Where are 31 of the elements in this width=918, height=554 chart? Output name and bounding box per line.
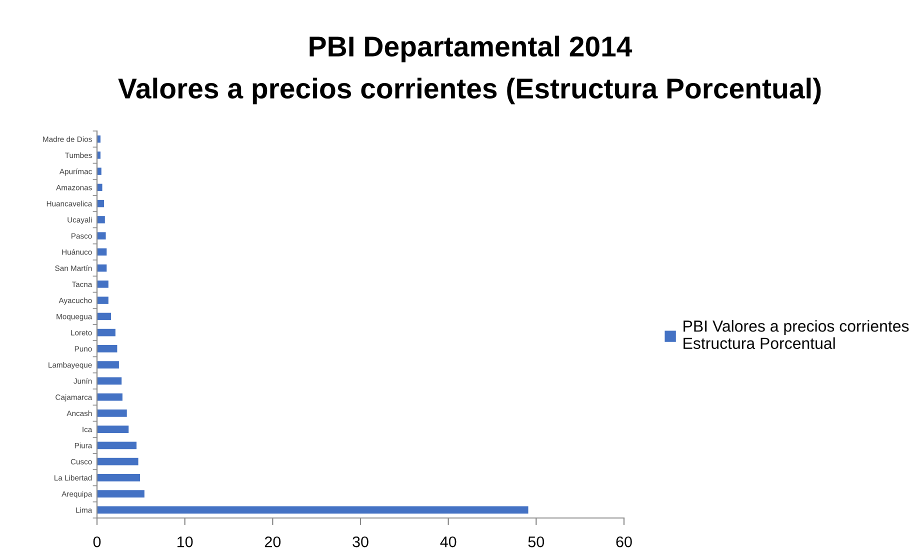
bar xyxy=(97,312,112,320)
bar xyxy=(97,184,102,192)
bar xyxy=(97,426,129,433)
x-tick-label: 60 xyxy=(616,536,632,548)
bar xyxy=(97,506,528,514)
bar xyxy=(97,393,122,401)
bar xyxy=(97,474,140,482)
bar xyxy=(97,442,137,450)
bar xyxy=(97,248,107,256)
bar xyxy=(97,345,118,352)
bar xyxy=(97,168,102,175)
x-tick-label: 50 xyxy=(528,536,544,548)
x-tick-label: 30 xyxy=(352,536,368,548)
bar xyxy=(97,458,138,466)
x-tick-label: 40 xyxy=(440,536,456,548)
bar xyxy=(97,328,116,336)
x-tick-label: 20 xyxy=(264,536,281,548)
chart-subtitle: Valores a precios corrientes (Estructura Porcentual) xyxy=(118,78,821,104)
legend-label: PBI Valores a precios corrientes Estructura Porcentual xyxy=(684,320,909,349)
bar xyxy=(97,296,108,304)
chart-title: PBI Departamental 2014 xyxy=(310,36,632,62)
bar xyxy=(97,216,105,224)
bar xyxy=(97,280,108,288)
bar xyxy=(97,410,127,417)
x-tick-label: 10 xyxy=(178,536,193,548)
bar xyxy=(97,361,119,368)
bar xyxy=(97,264,107,272)
bar xyxy=(97,490,144,498)
bar xyxy=(97,232,106,240)
x-tick-label: 0 xyxy=(93,536,101,548)
bar xyxy=(97,377,122,385)
